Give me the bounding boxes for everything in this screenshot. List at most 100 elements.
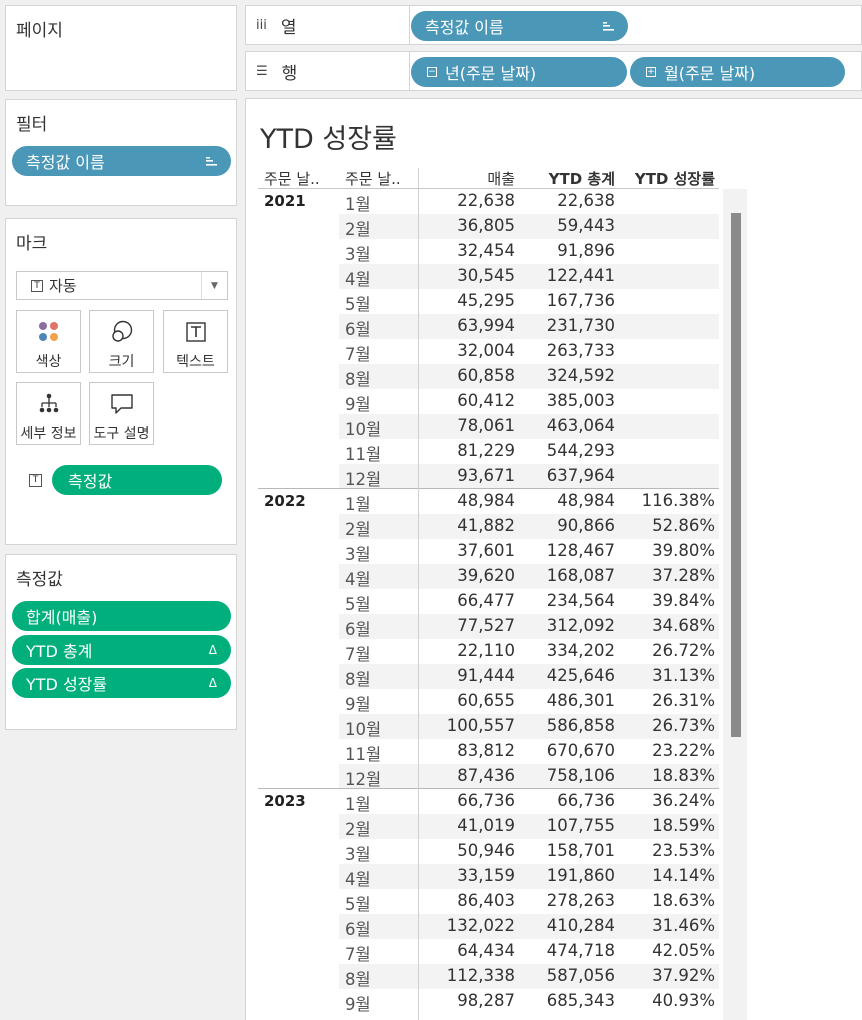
marks-panel[interactable]: 마크 T 자동 ▼ 색상 크기 (5, 218, 237, 545)
table-row[interactable]: 12월 87,436 758,106 18.83% (246, 764, 862, 789)
table-row[interactable]: 4월 30,545 122,441 (246, 264, 862, 289)
sales-cell: 77,527 (457, 616, 515, 635)
month-cell: 11월 (345, 445, 382, 464)
pages-panel[interactable]: 페이지 (5, 5, 237, 91)
measure-pill-sum-sales[interactable]: 합계(매출) (12, 601, 231, 631)
filter-icon (206, 156, 217, 166)
rows-pill-year-order-date[interactable]: − 년(주문 날짜) (411, 57, 627, 87)
table-row[interactable]: 11월 83,812 670,670 23.22% (246, 739, 862, 764)
color-dots-icon (17, 321, 80, 343)
ytd-growth-cell: 36.24% (652, 791, 715, 810)
table-row[interactable]: 1월 22,638 22,638 (246, 189, 862, 214)
ytd-growth-cell: 40.93% (652, 991, 715, 1010)
ytd-growth-cell: 23.53% (652, 841, 715, 860)
table-row[interactable]: 6월 63,994 231,730 (246, 314, 862, 339)
ytd-total-cell: 66,736 (557, 791, 615, 810)
table-row[interactable]: 3월 32,454 91,896 (246, 239, 862, 264)
rows-pill-month-order-date[interactable]: + 월(주문 날짜) (630, 57, 845, 87)
ytd-total-cell: 278,263 (546, 891, 615, 910)
month-cell: 1월 (345, 195, 371, 214)
sales-cell: 66,736 (457, 791, 515, 810)
sales-cell: 32,454 (457, 241, 515, 260)
month-cell: 5월 (345, 895, 371, 914)
table-row[interactable]: 7월 22,110 334,202 26.72% (246, 639, 862, 664)
ytd-total-cell: 168,087 (546, 566, 615, 585)
header-ytd-growth[interactable]: YTD 성장률 (634, 170, 715, 188)
ytd-total-cell: 670,670 (546, 741, 615, 760)
row-band (339, 414, 719, 439)
header-year[interactable]: 주문 날.. (264, 170, 320, 188)
table-row[interactable]: 8월 112,338 587,056 37.92% (246, 964, 862, 989)
table-row[interactable]: 10월 78,061 463,064 (246, 414, 862, 439)
filter-pill-label: 측정값 이름 (26, 153, 105, 172)
table-row[interactable]: 4월 33,159 191,860 14.14% (246, 864, 862, 889)
filters-panel[interactable]: 필터 측정값 이름 (5, 99, 237, 206)
table-row[interactable]: 2월 41,019 107,755 18.59% (246, 814, 862, 839)
expand-icon[interactable]: + (646, 67, 656, 77)
year-label[interactable]: 2021 (264, 192, 306, 210)
row-band (339, 314, 719, 339)
table-row[interactable]: 6월 132,022 410,284 31.46% (246, 914, 862, 939)
table-row[interactable]: 8월 91,444 425,646 31.13% (246, 664, 862, 689)
color-button[interactable]: 색상 (16, 310, 81, 373)
text-button[interactable]: 텍스트 (163, 310, 228, 373)
scrollbar-thumb[interactable] (731, 213, 741, 737)
table-row[interactable]: 9월 98,287 685,343 40.93% (246, 989, 862, 1014)
month-cell: 2월 (345, 520, 371, 539)
measure-pill-ytd-growth[interactable]: YTD 성장률 Δ (12, 668, 231, 698)
table-row[interactable]: 7월 64,434 474,718 42.05% (246, 939, 862, 964)
table-row[interactable]: 6월 77,527 312,092 34.68% (246, 614, 862, 639)
worksheet-view[interactable]: YTD 성장률 주문 날.. 주문 날.. 매출 YTD 총계 YTD 성장률 … (245, 98, 862, 1020)
size-button[interactable]: 크기 (89, 310, 154, 373)
detail-button[interactable]: 세부 정보 (16, 382, 81, 445)
table-row[interactable]: 5월 66,477 234,564 39.84% (246, 589, 862, 614)
tooltip-button[interactable]: 도구 설명 (89, 382, 154, 445)
collapse-icon[interactable]: − (427, 67, 437, 77)
text-box-icon (164, 321, 227, 343)
table-row[interactable]: 7월 32,004 263,733 (246, 339, 862, 364)
year-label[interactable]: 2022 (264, 492, 306, 510)
table-row[interactable]: 3월 37,601 128,467 39.80% (246, 539, 862, 564)
measure-values-panel[interactable]: 측정값 합계(매출) YTD 총계 Δ YTD 성장률 Δ (5, 554, 237, 730)
header-sales[interactable]: 매출 (487, 170, 515, 188)
columns-label: 열 (280, 17, 297, 38)
table-row[interactable]: 8월 60,858 324,592 (246, 364, 862, 389)
table-row[interactable]: 9월 60,655 486,301 26.31% (246, 689, 862, 714)
month-cell: 3월 (345, 545, 371, 564)
mark-type-dropdown[interactable]: T 자동 ▼ (16, 271, 228, 300)
delta-icon: Δ (208, 676, 217, 690)
filter-pill-measure-names[interactable]: 측정값 이름 (12, 146, 231, 176)
columns-shelf[interactable]: iii 열 측정값 이름 (245, 5, 862, 45)
table-row[interactable]: 9월 60,412 385,003 (246, 389, 862, 414)
columns-pill-measure-names[interactable]: 측정값 이름 (411, 11, 628, 41)
header-ytd-total[interactable]: YTD 총계 (548, 170, 615, 188)
table-row[interactable]: 5월 45,295 167,736 (246, 289, 862, 314)
month-cell: 4월 (345, 570, 371, 589)
year-label[interactable]: 2023 (264, 792, 306, 810)
table-row[interactable]: 1월 66,736 66,736 36.24% (246, 789, 862, 814)
table-row[interactable]: 4월 39,620 168,087 37.28% (246, 564, 862, 589)
sales-cell: 22,110 (457, 641, 515, 660)
ytd-total-cell: 91,896 (557, 241, 615, 260)
table-row[interactable]: 2월 36,805 59,443 (246, 214, 862, 239)
table-row[interactable]: 3월 50,946 158,701 23.53% (246, 839, 862, 864)
table-row[interactable]: 5월 86,403 278,263 18.63% (246, 889, 862, 914)
header-month[interactable]: 주문 날.. (345, 170, 401, 188)
table-row[interactable]: 12월 93,671 637,964 (246, 464, 862, 489)
month-cell: 10월 (345, 720, 382, 739)
month-cell: 5월 (345, 595, 371, 614)
table-row[interactable]: 2월 41,882 90,866 52.86% (246, 514, 862, 539)
sales-cell: 50,946 (457, 841, 515, 860)
table-row[interactable]: 1월 48,984 48,984 116.38% (246, 489, 862, 514)
sales-cell: 81,229 (457, 441, 515, 460)
rows-shelf[interactable]: ☰ 행 − 년(주문 날짜) + 월(주문 날짜) (245, 51, 862, 91)
chevron-down-icon[interactable]: ▼ (201, 272, 227, 299)
crosstab-body: 2021 1월 22,638 22,638 2월 36,805 59,443 3월 32,454… (246, 189, 862, 1014)
month-cell: 8월 (345, 970, 371, 989)
measure-pill-ytd-total[interactable]: YTD 총계 Δ (12, 635, 231, 665)
text-pill-measure-values[interactable]: 측정값 (52, 465, 222, 495)
sales-cell: 60,412 (457, 391, 515, 410)
month-cell: 2월 (345, 820, 371, 839)
table-row[interactable]: 10월 100,557 586,858 26.73% (246, 714, 862, 739)
table-row[interactable]: 11월 81,229 544,293 (246, 439, 862, 464)
